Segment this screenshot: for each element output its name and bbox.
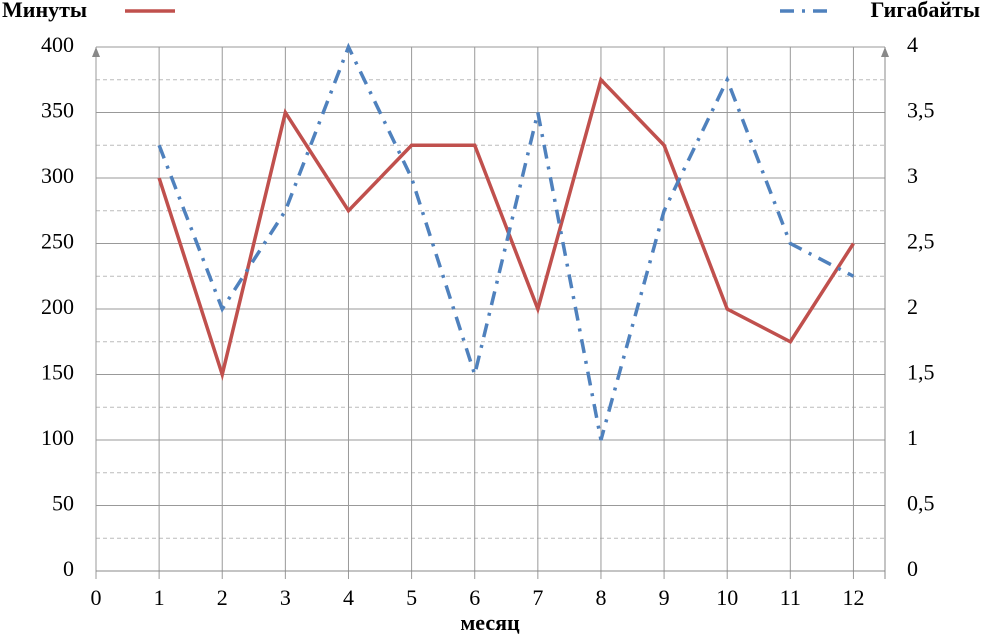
y-tick-label: 50: [52, 491, 74, 516]
x-tick-label: 12: [842, 585, 864, 610]
y-tick-label: 150: [41, 360, 74, 385]
x-tick-label: 4: [343, 585, 354, 610]
x-tick-label: 3: [280, 585, 291, 610]
y2-tick-label: 3: [907, 163, 918, 188]
y2-tick-label: 0,5: [907, 491, 935, 516]
y-tick-label: 100: [41, 425, 74, 450]
axis-arrow: [92, 47, 100, 57]
y2-tick-label: 2: [907, 294, 918, 319]
x-tick-label: 2: [217, 585, 228, 610]
y-tick-label: 200: [41, 294, 74, 319]
legend-label: Гигабайты: [871, 0, 980, 22]
x-axis-label: месяц: [460, 610, 520, 635]
x-tick-label: 8: [595, 585, 606, 610]
x-tick-label: 0: [91, 585, 102, 610]
y2-tick-label: 1: [907, 425, 918, 450]
y2-tick-label: 3,5: [907, 98, 935, 123]
x-tick-label: 6: [469, 585, 480, 610]
y-tick-label: 250: [41, 229, 74, 254]
series-line: [157, 76, 855, 381]
y-tick-label: 400: [41, 32, 74, 57]
y2-tick-label: 0: [907, 556, 918, 581]
axis-arrow: [881, 47, 889, 57]
legend-label: Минуты: [2, 0, 87, 22]
x-tick-label: 11: [780, 585, 801, 610]
y2-tick-label: 4: [907, 32, 918, 57]
x-tick-label: 9: [659, 585, 670, 610]
x-tick-label: 5: [406, 585, 417, 610]
x-tick-label: 1: [154, 585, 165, 610]
y-tick-label: 350: [41, 98, 74, 123]
y2-tick-label: 2,5: [907, 229, 935, 254]
series-line: [157, 42, 855, 441]
y-tick-label: 300: [41, 163, 74, 188]
y-tick-label: 0: [63, 556, 74, 581]
y2-tick-label: 1,5: [907, 360, 935, 385]
x-tick-label: 10: [716, 585, 738, 610]
x-tick-label: 7: [532, 585, 543, 610]
